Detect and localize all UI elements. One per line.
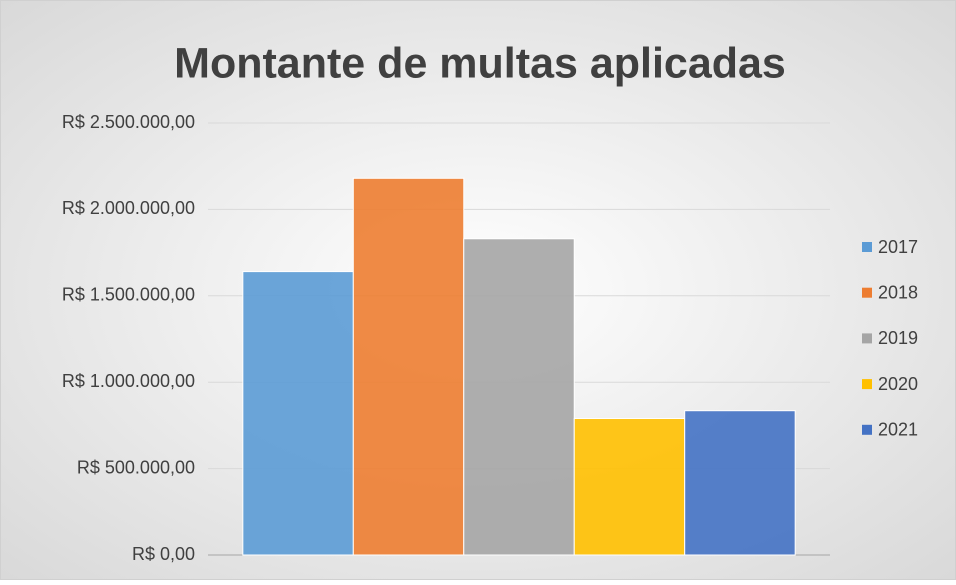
bar xyxy=(242,271,354,556)
bar xyxy=(463,238,575,556)
y-tick-label: R$ 1.000.000,00 xyxy=(62,371,195,391)
legend-swatch xyxy=(862,242,872,252)
bar xyxy=(684,410,796,556)
y-tick-label: R$ 500.000,00 xyxy=(77,457,195,477)
y-tick-label: R$ 2.500.000,00 xyxy=(62,112,195,132)
legend-swatch xyxy=(862,379,872,390)
legend-swatch xyxy=(862,287,872,298)
bar xyxy=(573,417,686,556)
chart-title: Montante de multas aplicadas xyxy=(174,39,786,87)
legend-swatch xyxy=(862,333,872,344)
legend-label: 2021 xyxy=(878,420,918,440)
bar xyxy=(352,177,465,556)
y-tick-label: R$ 0,00 xyxy=(132,544,195,564)
legend-label: 2020 xyxy=(878,374,918,394)
y-tick-label: R$ 1.500.000,00 xyxy=(62,285,195,305)
legend-label: 2018 xyxy=(878,282,918,302)
legend-swatch xyxy=(862,424,872,435)
legend-label: 2017 xyxy=(878,237,918,257)
y-tick-label: R$ 2.000.000,00 xyxy=(62,198,195,218)
legend-label: 2019 xyxy=(878,328,918,348)
